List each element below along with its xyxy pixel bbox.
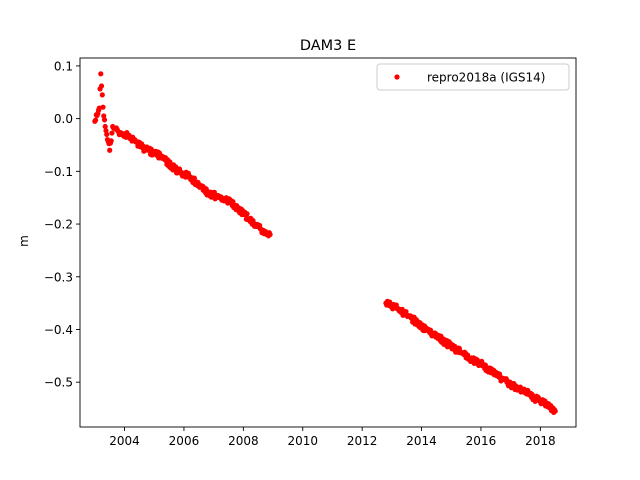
y-tick-label: −0.3: [44, 270, 73, 284]
data-point: [98, 83, 105, 89]
data-point: [99, 92, 105, 98]
legend: repro2018a (IGS14): [376, 63, 570, 91]
y-tick-label: −0.2: [44, 218, 73, 232]
legend-box: [376, 63, 570, 91]
y-tick-label: 0.1: [54, 59, 73, 73]
data-point: [100, 104, 106, 110]
y-axis-label: m: [17, 235, 31, 247]
y-tick-label: 0.0: [54, 112, 73, 126]
data-point: [108, 138, 114, 144]
x-tick-label: 2014: [406, 434, 437, 448]
x-tick-label: 2012: [347, 434, 378, 448]
x-tick-label: 2006: [169, 434, 200, 448]
chart-title: DAM3 E: [300, 38, 356, 54]
data-point: [104, 131, 110, 138]
legend-marker: [394, 74, 400, 80]
data-point: [267, 231, 273, 238]
axes-frame: [79, 57, 577, 428]
plot-background: [80, 58, 576, 427]
x-tick-label: 2010: [287, 434, 318, 448]
x-tick-label: 2016: [466, 434, 497, 448]
data-point: [552, 408, 558, 414]
x-tick-label: 2004: [109, 434, 140, 448]
data-point: [101, 117, 108, 123]
y-axis-ticks: 0.1 0.0 −0.1 −0.2 −0.3 −0.4 −0.5: [44, 59, 80, 390]
x-tick-label: 2008: [228, 434, 259, 448]
data-point: [109, 130, 115, 136]
data-point: [244, 211, 250, 217]
x-tick-label: 2018: [525, 434, 556, 448]
y-tick-label: −0.4: [44, 323, 73, 337]
data-point: [102, 123, 108, 130]
y-tick-label: −0.5: [44, 376, 73, 390]
data-point: [98, 71, 104, 77]
plot-area: [79, 57, 577, 428]
data-point: [107, 147, 113, 153]
x-axis-ticks: 2004 2006 2008 2010 2012 2014 2016 2018: [109, 427, 556, 448]
data-point: [92, 117, 99, 123]
y-tick-label: −0.1: [44, 165, 73, 179]
legend-label: repro2018a (IGS14): [427, 71, 545, 85]
data-point: [101, 113, 107, 119]
